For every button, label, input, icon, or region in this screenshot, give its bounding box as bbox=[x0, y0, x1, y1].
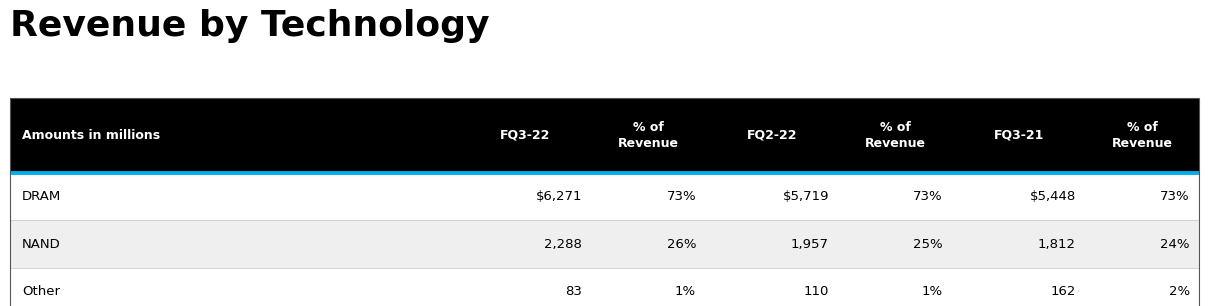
Text: 1%: 1% bbox=[921, 285, 943, 298]
Text: NAND: NAND bbox=[22, 237, 60, 251]
Bar bbox=[10, 173, 1199, 220]
Text: 1,812: 1,812 bbox=[1037, 237, 1076, 251]
Text: 2%: 2% bbox=[1169, 285, 1190, 298]
Text: Revenue by Technology: Revenue by Technology bbox=[10, 9, 490, 43]
Bar bbox=[10, 98, 1199, 306]
Text: 1%: 1% bbox=[675, 285, 696, 298]
Text: % of
Revenue: % of Revenue bbox=[866, 121, 926, 150]
Text: Other: Other bbox=[22, 285, 59, 298]
Bar bbox=[10, 268, 1199, 306]
Text: DRAM: DRAM bbox=[22, 190, 60, 203]
Text: 26%: 26% bbox=[666, 237, 696, 251]
Text: FQ3-22: FQ3-22 bbox=[501, 129, 550, 142]
Text: 1,957: 1,957 bbox=[791, 237, 829, 251]
Text: FQ3-21: FQ3-21 bbox=[994, 129, 1045, 142]
Text: 83: 83 bbox=[566, 285, 583, 298]
Text: 110: 110 bbox=[804, 285, 829, 298]
Text: 2,288: 2,288 bbox=[544, 237, 583, 251]
Text: FQ2-22: FQ2-22 bbox=[747, 129, 798, 142]
Text: Amounts in millions: Amounts in millions bbox=[22, 129, 160, 142]
Text: $6,271: $6,271 bbox=[536, 190, 583, 203]
Text: $5,719: $5,719 bbox=[782, 190, 829, 203]
Text: $5,448: $5,448 bbox=[1030, 190, 1076, 203]
Text: 162: 162 bbox=[1051, 285, 1076, 298]
Text: 24%: 24% bbox=[1161, 237, 1190, 251]
Text: % of
Revenue: % of Revenue bbox=[1112, 121, 1173, 150]
Text: 73%: 73% bbox=[1159, 190, 1190, 203]
Text: 73%: 73% bbox=[666, 190, 696, 203]
Text: % of
Revenue: % of Revenue bbox=[618, 121, 679, 150]
Bar bbox=[10, 220, 1199, 268]
Text: 73%: 73% bbox=[913, 190, 943, 203]
Text: 25%: 25% bbox=[913, 237, 943, 251]
Bar bbox=[10, 98, 1199, 173]
